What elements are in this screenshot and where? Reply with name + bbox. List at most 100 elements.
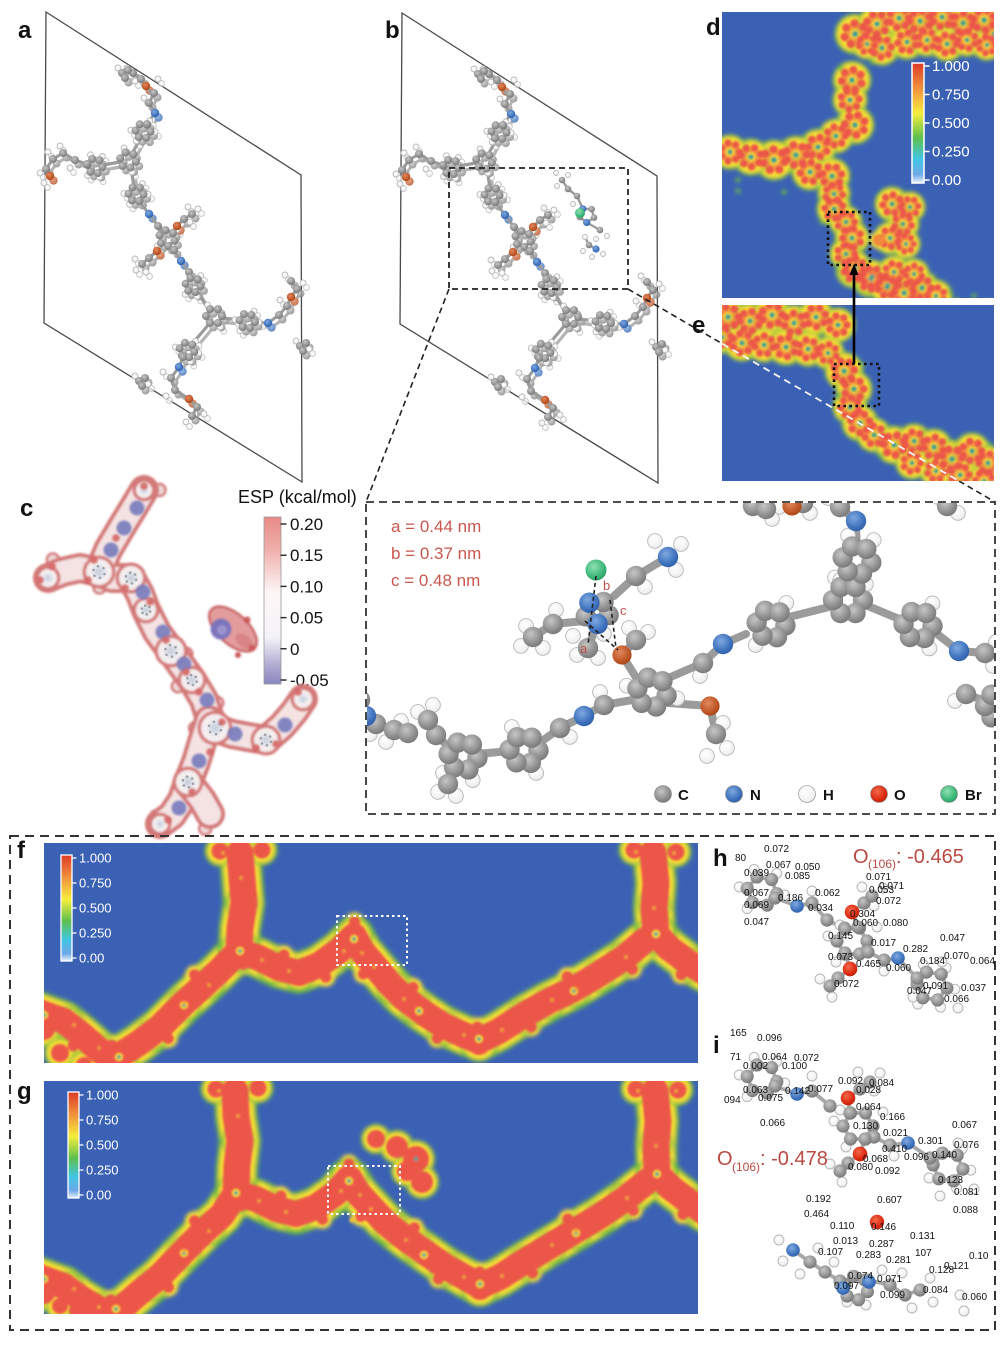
svg-text:H: H: [823, 787, 834, 804]
svg-text:165: 165: [730, 1028, 747, 1039]
svg-text:0.084: 0.084: [923, 1285, 948, 1296]
svg-text:0.140: 0.140: [932, 1150, 957, 1161]
svg-text:0.013: 0.013: [833, 1236, 858, 1247]
svg-text:0.064: 0.064: [970, 956, 995, 967]
svg-text:0.077: 0.077: [808, 1084, 833, 1095]
svg-text:0.066: 0.066: [760, 1118, 785, 1129]
svg-text:107: 107: [915, 1248, 932, 1259]
svg-text:N: N: [750, 787, 761, 804]
svg-text:0.080: 0.080: [848, 1162, 873, 1173]
svg-text:0.060: 0.060: [962, 1292, 987, 1303]
svg-text:a: a: [580, 641, 588, 656]
svg-text:0.039: 0.039: [744, 868, 769, 879]
svg-text:0.071: 0.071: [877, 1274, 902, 1285]
svg-text:0.283: 0.283: [856, 1250, 881, 1261]
svg-text:0.130: 0.130: [853, 1121, 878, 1132]
svg-text:0.017: 0.017: [871, 938, 896, 949]
svg-text:0.072: 0.072: [764, 844, 789, 855]
svg-text:0.166: 0.166: [880, 1112, 905, 1123]
svg-text:a: a: [18, 17, 32, 44]
svg-text:f: f: [17, 837, 26, 864]
svg-text:0.142: 0.142: [785, 1086, 810, 1097]
svg-text:0.091: 0.091: [923, 981, 948, 992]
svg-text:0.047: 0.047: [940, 933, 965, 944]
svg-text:0.067: 0.067: [952, 1120, 977, 1131]
svg-text:0.146: 0.146: [871, 1222, 896, 1233]
svg-text:0.301: 0.301: [918, 1136, 943, 1147]
svg-text:d: d: [706, 14, 721, 41]
svg-text:b: b: [385, 17, 400, 44]
svg-text:80: 80: [735, 853, 747, 864]
svg-text:0.097: 0.097: [834, 1281, 859, 1292]
svg-text:0.076: 0.076: [954, 1140, 979, 1151]
svg-text:: -0.478: : -0.478: [760, 1148, 828, 1170]
svg-text:c: c: [620, 603, 627, 618]
svg-text:0.192: 0.192: [806, 1194, 831, 1205]
svg-text:0.750: 0.750: [79, 876, 112, 891]
svg-text:0.069: 0.069: [744, 900, 769, 911]
svg-text:O: O: [894, 787, 906, 804]
svg-text:0.066: 0.066: [944, 994, 969, 1005]
svg-text:0.465: 0.465: [856, 959, 881, 970]
svg-text:0.00: 0.00: [86, 1188, 111, 1203]
svg-text:0.070: 0.070: [944, 951, 969, 962]
svg-text:0.10: 0.10: [290, 577, 323, 596]
svg-text:0.096: 0.096: [757, 1033, 782, 1044]
svg-text:0.110: 0.110: [830, 1221, 855, 1232]
svg-text:0.081: 0.081: [954, 1187, 979, 1198]
svg-text:0.05: 0.05: [290, 609, 323, 628]
svg-text:b = 0.37 nm: b = 0.37 nm: [391, 544, 481, 563]
svg-text:0.072: 0.072: [834, 979, 859, 990]
svg-text:0.500: 0.500: [932, 115, 970, 132]
svg-text:0.184: 0.184: [920, 956, 945, 967]
svg-text:0.060: 0.060: [886, 963, 911, 974]
svg-text:0.088: 0.088: [953, 1205, 978, 1216]
svg-text:(106): (106): [868, 857, 896, 871]
svg-text:0.10: 0.10: [969, 1251, 989, 1262]
svg-text:0.062: 0.062: [815, 888, 840, 899]
svg-text:i: i: [713, 1032, 720, 1059]
svg-text:0.250: 0.250: [79, 926, 112, 941]
svg-text:0.500: 0.500: [79, 901, 112, 916]
svg-text:0.075: 0.075: [758, 1093, 783, 1104]
svg-text:0.145: 0.145: [828, 931, 853, 942]
svg-text:0.128: 0.128: [929, 1265, 954, 1276]
svg-text:0.028: 0.028: [856, 1085, 881, 1096]
svg-text:0: 0: [290, 640, 299, 659]
svg-text:0.037: 0.037: [961, 983, 986, 994]
svg-text:0.107: 0.107: [818, 1247, 843, 1258]
svg-text:c: c: [20, 495, 33, 522]
svg-text:0.092: 0.092: [875, 1166, 900, 1177]
svg-text:0.085: 0.085: [785, 871, 810, 882]
svg-text:: -0.465: : -0.465: [896, 846, 964, 868]
svg-text:Br: Br: [965, 787, 982, 804]
svg-text:0.073: 0.073: [828, 952, 853, 963]
svg-text:C: C: [678, 787, 689, 804]
svg-text:h: h: [713, 845, 728, 872]
svg-text:0.186: 0.186: [778, 893, 803, 904]
svg-text:1.000: 1.000: [86, 1088, 119, 1103]
svg-text:b: b: [603, 578, 610, 593]
svg-text:0.072: 0.072: [876, 896, 901, 907]
svg-text:a = 0.44 nm: a = 0.44 nm: [391, 517, 481, 536]
svg-text:0.00: 0.00: [932, 172, 961, 189]
svg-text:e: e: [692, 312, 705, 339]
svg-text:0.750: 0.750: [86, 1113, 119, 1128]
svg-text:0.002: 0.002: [743, 1061, 768, 1072]
svg-text:0.131: 0.131: [910, 1231, 935, 1242]
svg-text:0.100: 0.100: [782, 1061, 807, 1072]
svg-text:0.096: 0.096: [904, 1152, 929, 1163]
svg-text:0.287: 0.287: [869, 1239, 894, 1250]
svg-text:0.123: 0.123: [938, 1175, 963, 1186]
svg-text:0.099: 0.099: [880, 1290, 905, 1301]
svg-text:0.060: 0.060: [853, 918, 878, 929]
svg-text:0.20: 0.20: [290, 515, 323, 534]
svg-text:0.282: 0.282: [903, 944, 928, 955]
svg-text:ESP (kcal/mol): ESP (kcal/mol): [238, 487, 357, 507]
svg-text:(106): (106): [732, 1160, 760, 1174]
svg-text:O: O: [853, 846, 869, 868]
svg-text:0.053: 0.053: [869, 885, 894, 896]
svg-text:71: 71: [730, 1052, 742, 1063]
svg-text:0.067: 0.067: [766, 860, 791, 871]
svg-text:0.464: 0.464: [804, 1209, 829, 1220]
